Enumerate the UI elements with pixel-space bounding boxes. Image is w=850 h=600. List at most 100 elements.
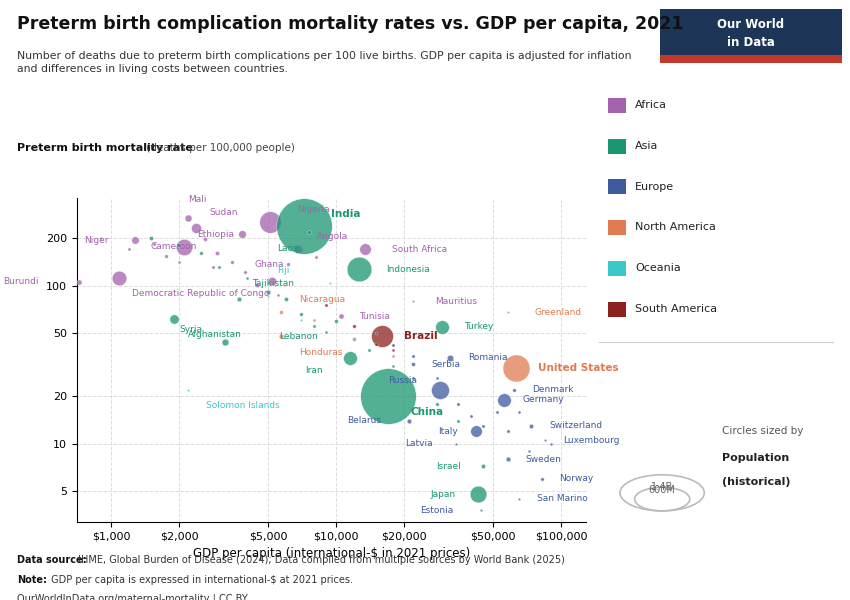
- Point: [144, 233, 158, 242]
- Text: Mali: Mali: [189, 195, 207, 204]
- Text: Syria: Syria: [179, 325, 202, 334]
- Point: [490, 407, 504, 416]
- Point: [262, 287, 275, 296]
- Point: [275, 331, 288, 341]
- Text: Israel: Israel: [436, 462, 461, 471]
- Point: [430, 373, 444, 383]
- FancyBboxPatch shape: [660, 9, 842, 63]
- Text: Cameroon: Cameroon: [150, 242, 196, 251]
- Point: [94, 233, 108, 243]
- Text: India: India: [331, 209, 360, 219]
- Point: [512, 407, 525, 416]
- Point: [476, 421, 490, 431]
- Text: South Africa: South Africa: [393, 245, 447, 254]
- Point: [112, 273, 126, 283]
- Point: [406, 351, 420, 361]
- Text: Luxembourg: Luxembourg: [563, 436, 620, 445]
- Text: in Data: in Data: [727, 36, 775, 49]
- Point: [182, 214, 196, 223]
- FancyBboxPatch shape: [660, 55, 842, 63]
- X-axis label: GDP per capita (international-$ in 2021 prices): GDP per capita (international-$ in 2021 …: [193, 547, 470, 560]
- Point: [474, 505, 488, 515]
- Text: Russia: Russia: [388, 376, 417, 385]
- Point: [72, 277, 86, 287]
- Point: [309, 253, 322, 262]
- Point: [465, 411, 479, 421]
- Point: [359, 245, 372, 254]
- Text: Afghanistan: Afghanistan: [188, 330, 241, 339]
- Point: [218, 337, 232, 347]
- Text: Number of deaths due to preterm birth complications per 100 live births. GDP per: Number of deaths due to preterm birth co…: [17, 51, 632, 74]
- Point: [303, 227, 316, 237]
- Text: Greenland: Greenland: [535, 308, 581, 317]
- Text: Oceania: Oceania: [635, 263, 681, 273]
- Point: [250, 280, 264, 289]
- Point: [294, 315, 308, 325]
- Point: [232, 295, 246, 304]
- Point: [177, 242, 190, 252]
- Text: Japan: Japan: [431, 490, 456, 499]
- Point: [206, 262, 219, 272]
- Text: Preterm birth complication mortality rates vs. GDP per capita, 2021: Preterm birth complication mortality rat…: [17, 15, 683, 33]
- Point: [430, 399, 444, 409]
- Text: (historical): (historical): [722, 477, 790, 487]
- Text: Mauritius: Mauritius: [435, 296, 478, 305]
- Point: [264, 217, 277, 227]
- Text: Honduras: Honduras: [299, 347, 343, 356]
- Text: Norway: Norway: [559, 475, 594, 484]
- Point: [198, 234, 212, 244]
- Text: Nigeria: Nigeria: [298, 205, 330, 214]
- Point: [265, 276, 279, 286]
- Point: [497, 395, 511, 404]
- Point: [501, 454, 514, 464]
- Text: China: China: [411, 407, 444, 417]
- Point: [501, 308, 514, 317]
- Text: Angola: Angola: [316, 232, 348, 241]
- Point: [167, 314, 181, 323]
- Point: [406, 359, 420, 369]
- Text: Democratic Republic of Congo: Democratic Republic of Congo: [133, 289, 269, 298]
- Point: [406, 373, 420, 383]
- Text: Preterm birth mortality rate: Preterm birth mortality rate: [17, 143, 193, 153]
- Text: Switzerland: Switzerland: [549, 421, 603, 430]
- Point: [298, 221, 311, 231]
- Text: (deaths per 100,000 people): (deaths per 100,000 people): [143, 143, 295, 153]
- Point: [387, 351, 400, 361]
- Text: GDP per capita is expressed in international-$ at 2021 prices.: GDP per capita is expressed in internati…: [48, 575, 353, 585]
- Point: [507, 385, 521, 395]
- Point: [472, 490, 485, 499]
- Text: Lebanon: Lebanon: [280, 332, 318, 341]
- Text: Italy: Italy: [439, 427, 458, 436]
- Text: Laos: Laos: [277, 244, 298, 253]
- Text: Iran: Iran: [305, 366, 323, 375]
- Point: [308, 315, 321, 325]
- Point: [434, 385, 447, 395]
- Point: [451, 416, 465, 425]
- Text: 1:4B: 1:4B: [651, 482, 673, 493]
- Text: Ghana: Ghana: [254, 260, 284, 269]
- Point: [147, 239, 161, 248]
- Text: Europe: Europe: [635, 182, 674, 191]
- Point: [347, 321, 360, 331]
- Point: [319, 300, 332, 310]
- Point: [235, 230, 248, 239]
- Point: [522, 446, 536, 456]
- Text: Denmark: Denmark: [532, 385, 574, 394]
- Point: [524, 421, 538, 431]
- Point: [449, 439, 462, 449]
- Text: Niger: Niger: [84, 236, 109, 245]
- Text: Ethiopia: Ethiopia: [197, 230, 235, 239]
- Point: [369, 329, 382, 338]
- Text: Data source:: Data source:: [17, 555, 87, 565]
- Point: [281, 259, 295, 269]
- Point: [544, 439, 558, 449]
- Point: [225, 257, 239, 266]
- Point: [512, 494, 525, 503]
- Text: Sweden: Sweden: [525, 455, 562, 464]
- Point: [435, 322, 449, 332]
- Point: [128, 236, 142, 245]
- Text: Circles sized by: Circles sized by: [722, 426, 803, 436]
- Text: Fiji: Fiji: [277, 266, 290, 275]
- Point: [469, 427, 483, 436]
- Text: Serbia: Serbia: [431, 359, 460, 368]
